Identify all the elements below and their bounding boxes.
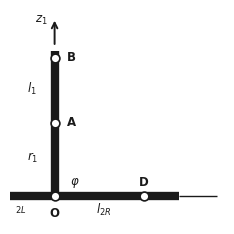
Text: $\mathbf{D}$: $\mathbf{D}$ [138, 176, 149, 189]
Text: $l_1$: $l_1$ [27, 81, 37, 97]
Text: $\mathbf{O}$: $\mathbf{O}$ [49, 208, 60, 220]
Text: $\varphi$: $\varphi$ [70, 176, 80, 190]
Point [53, 56, 56, 60]
Text: $r_1$: $r_1$ [27, 151, 38, 165]
Point [53, 194, 56, 198]
Text: $z_1$: $z_1$ [35, 14, 48, 27]
Text: $\mathbf{A}$: $\mathbf{A}$ [66, 116, 77, 129]
Point [53, 121, 56, 124]
Text: $l_{2R}$: $l_{2R}$ [96, 201, 111, 218]
Text: $_{2L}$: $_{2L}$ [15, 203, 27, 216]
Point [142, 194, 146, 198]
Text: $\mathbf{B}$: $\mathbf{B}$ [66, 51, 76, 64]
